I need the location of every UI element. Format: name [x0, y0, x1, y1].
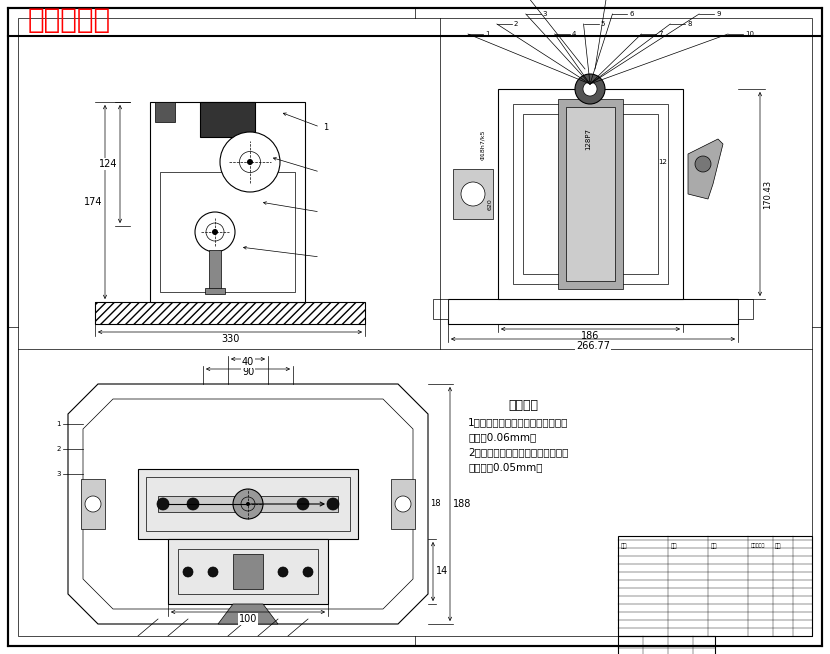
- Circle shape: [183, 567, 193, 577]
- Text: 128P7: 128P7: [585, 128, 591, 150]
- Circle shape: [247, 159, 253, 165]
- Circle shape: [278, 567, 288, 577]
- Circle shape: [195, 212, 235, 252]
- Circle shape: [208, 567, 218, 577]
- Text: 2、定位芯轴对工作台底面的平行度: 2、定位芯轴对工作台底面的平行度: [468, 447, 569, 457]
- Circle shape: [246, 502, 250, 506]
- Text: 3: 3: [56, 471, 61, 477]
- Text: 330: 330: [221, 334, 239, 344]
- Bar: [160, 172, 295, 292]
- Circle shape: [157, 498, 169, 510]
- Bar: [498, 89, 683, 299]
- Text: 620: 620: [487, 198, 492, 210]
- Text: 2: 2: [514, 21, 518, 27]
- Circle shape: [695, 156, 711, 172]
- Text: 1: 1: [56, 421, 61, 427]
- Text: 签名: 签名: [775, 543, 782, 549]
- Text: 18: 18: [430, 500, 441, 509]
- Bar: [205, 288, 225, 294]
- Text: 4: 4: [572, 31, 576, 37]
- Bar: [558, 99, 623, 289]
- Bar: [178, 549, 318, 594]
- Circle shape: [220, 132, 280, 192]
- Text: 7: 7: [658, 31, 663, 37]
- Bar: [200, 102, 255, 137]
- Text: 1、钒套孔对夹具体底面的垂直度误: 1、钒套孔对夹具体底面的垂直度误: [468, 417, 569, 427]
- Text: 90: 90: [242, 367, 254, 377]
- Circle shape: [85, 496, 101, 512]
- Text: 124: 124: [99, 159, 117, 169]
- Bar: [168, 539, 328, 604]
- Polygon shape: [218, 604, 278, 624]
- Circle shape: [212, 229, 218, 235]
- Bar: [81, 479, 105, 529]
- Text: 分区: 分区: [711, 543, 717, 549]
- Bar: [155, 102, 175, 122]
- Bar: [618, 536, 812, 636]
- Text: 2: 2: [56, 446, 61, 452]
- Text: 夹具装配图: 夹具装配图: [28, 6, 111, 34]
- Text: 5: 5: [601, 21, 605, 27]
- Circle shape: [187, 498, 199, 510]
- Text: 188: 188: [453, 499, 471, 509]
- Bar: [618, 636, 715, 654]
- Circle shape: [303, 567, 313, 577]
- Bar: [150, 102, 305, 302]
- Circle shape: [297, 498, 309, 510]
- Polygon shape: [68, 384, 428, 624]
- Circle shape: [583, 82, 597, 96]
- Polygon shape: [688, 139, 723, 199]
- Text: 6: 6: [629, 11, 634, 17]
- Bar: [523, 114, 658, 274]
- Circle shape: [327, 498, 339, 510]
- Text: 技术要求: 技术要求: [508, 399, 538, 412]
- Text: 差为：0.06mm；: 差为：0.06mm；: [468, 432, 536, 442]
- Text: 12: 12: [658, 159, 667, 165]
- Text: 9: 9: [716, 11, 720, 17]
- Circle shape: [461, 182, 485, 206]
- Text: 1: 1: [323, 122, 328, 131]
- Text: Φ18h7/k5: Φ18h7/k5: [481, 129, 486, 160]
- Bar: [433, 299, 448, 319]
- Bar: [209, 250, 221, 292]
- Text: 标记: 标记: [621, 543, 627, 549]
- Text: 更改文件号: 更改文件号: [751, 543, 765, 548]
- Circle shape: [233, 489, 263, 519]
- Bar: [453, 169, 493, 219]
- Text: 100: 100: [239, 614, 257, 624]
- Text: 处数: 处数: [671, 543, 677, 549]
- Text: 174: 174: [84, 197, 102, 207]
- Text: 3: 3: [543, 11, 547, 17]
- Text: 266.77: 266.77: [576, 341, 610, 351]
- Text: 误差为：0.05mm。: 误差为：0.05mm。: [468, 462, 543, 472]
- Bar: [513, 104, 668, 284]
- Text: 170.43: 170.43: [763, 179, 772, 209]
- Bar: [95, 302, 365, 324]
- Bar: [391, 479, 415, 529]
- Circle shape: [575, 74, 605, 104]
- Text: 1: 1: [485, 31, 490, 37]
- Bar: [146, 477, 350, 531]
- Text: 40: 40: [242, 357, 254, 367]
- Bar: [566, 107, 615, 281]
- Text: 14: 14: [436, 566, 448, 576]
- Text: 186: 186: [581, 331, 600, 341]
- Text: 8: 8: [687, 21, 691, 27]
- Bar: [448, 299, 738, 324]
- Circle shape: [395, 496, 411, 512]
- Text: 10: 10: [745, 31, 754, 37]
- Bar: [158, 496, 338, 512]
- Bar: [138, 469, 358, 539]
- Bar: [233, 554, 263, 589]
- Bar: [738, 299, 753, 319]
